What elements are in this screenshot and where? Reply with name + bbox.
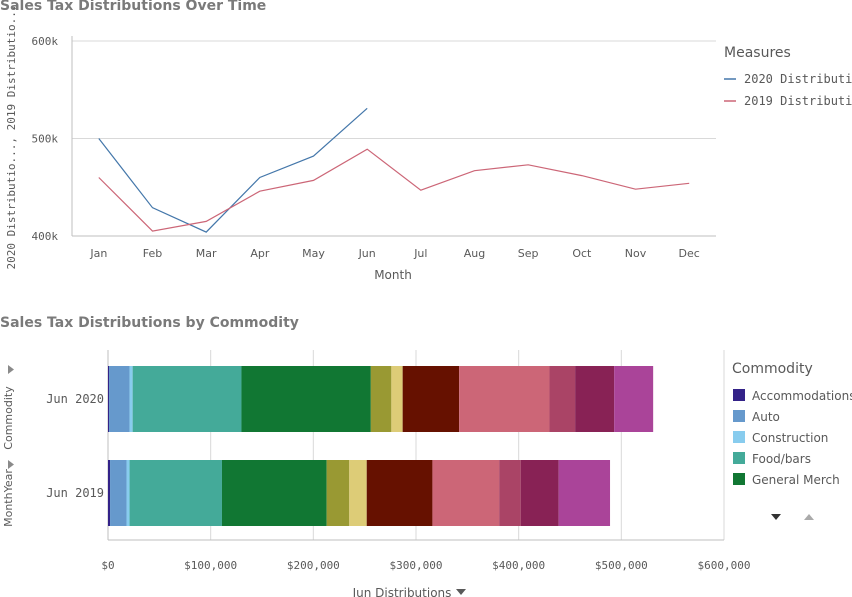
line-x-tick-label: Aug [464, 247, 485, 260]
bar-y-axis-label-monthyear: MonthYear [2, 469, 15, 527]
bar-segment-series-5 [370, 366, 392, 432]
bar-x-tick-label: $400,000 [492, 559, 545, 572]
line-legend-label: 2020 Distributions [744, 72, 852, 86]
bar-legend-label: Construction [752, 431, 828, 445]
bar-segment-series-7 [366, 460, 433, 526]
bar-legend-swatch [733, 473, 745, 485]
line-series-2020 [98, 107, 368, 233]
bar-legend-label: General Merch [752, 473, 840, 487]
bar-x-tick-label: $200,000 [287, 559, 340, 572]
line-x-tick-label: Mar [196, 247, 217, 260]
expand-monthyear-icon[interactable] [8, 460, 14, 469]
bar-segment-series-6 [391, 366, 403, 432]
line-y-tick-label: 500k [32, 133, 59, 146]
bar-segment-construction [129, 366, 133, 432]
line-legend-label: 2019 Distributions [744, 94, 852, 108]
line-y-axis-label: 2020 Distributio..., 2019 Distributio... [5, 5, 18, 270]
bar-category-label: Jun 2019 [46, 486, 104, 500]
bar-segment-food-bars [129, 460, 222, 526]
line-x-tick-label: Jun [358, 247, 376, 260]
legend-scroll-down-icon[interactable] [771, 514, 781, 520]
line-series-2019 [98, 148, 690, 232]
bar-y-axis-label-commodity: Commodity [2, 386, 15, 450]
bar-segment-food-bars [132, 366, 242, 432]
bar-segment-series-11 [614, 366, 654, 432]
line-x-tick-label: Jul [413, 247, 427, 260]
bar-segment-series-6 [349, 460, 367, 526]
line-x-tick-label: Dec [679, 247, 700, 260]
bar-x-tick-label: $300,000 [390, 559, 443, 572]
bar-legend-label: Accommodations [752, 389, 852, 403]
bar-segment-series-7 [402, 366, 460, 432]
bar-legend-swatch [733, 389, 745, 401]
bar-segment-construction [126, 460, 130, 526]
bar-legend-title: Commodity [732, 361, 813, 377]
bar-x-axis-label: Jun Distributions [352, 586, 452, 597]
line-x-tick-label: Oct [572, 247, 592, 260]
bar-x-tick-label: $0 [101, 559, 114, 572]
line-y-tick-label: 600k [32, 35, 59, 48]
bar-segment-series-5 [326, 460, 350, 526]
bar-x-tick-label: $100,000 [184, 559, 237, 572]
line-x-tick-label: Apr [250, 247, 270, 260]
bar-segment-series-9 [499, 460, 521, 526]
x-axis-dropdown-icon[interactable] [456, 589, 466, 595]
bar-segment-series-8 [432, 460, 500, 526]
bar-chart-title: Sales Tax Distributions by Commodity [0, 315, 299, 331]
bar-legend-swatch [733, 431, 745, 443]
line-x-tick-label: May [302, 247, 325, 260]
line-legend-title: Measures [724, 45, 791, 61]
bar-segment-series-10 [575, 366, 615, 432]
line-x-tick-label: Sep [518, 247, 539, 260]
bar-segment-accommodations [108, 366, 110, 432]
bar-segment-series-11 [558, 460, 611, 526]
line-x-tick-label: Feb [143, 247, 162, 260]
bar-segment-accommodations [108, 460, 111, 526]
line-chart-title: Sales Tax Distributions Over Time [0, 0, 267, 14]
bar-segment-general-merch [241, 366, 371, 432]
expand-commodity-icon[interactable] [8, 365, 14, 374]
bar-segment-series-10 [520, 460, 559, 526]
bar-legend-swatch [733, 452, 745, 464]
bar-legend-swatch [733, 410, 745, 422]
line-x-axis-label: Month [374, 268, 412, 282]
bar-x-tick-label: $600,000 [698, 559, 751, 572]
line-y-tick-label: 400k [32, 230, 59, 243]
bar-x-tick-label: $500,000 [595, 559, 648, 572]
bar-segment-series-8 [459, 366, 550, 432]
bar-category-label: Jun 2020 [46, 392, 104, 406]
bar-legend-label: Auto [752, 410, 780, 424]
bar-segment-auto [109, 366, 130, 432]
bar-segment-series-9 [549, 366, 576, 432]
bar-segment-auto [110, 460, 127, 526]
bar-segment-general-merch [221, 460, 327, 526]
legend-scroll-up-icon[interactable] [804, 514, 814, 520]
line-x-tick-label: Nov [625, 247, 647, 260]
line-x-tick-label: Jan [89, 247, 107, 260]
bar-legend-label: Food/bars [752, 452, 811, 466]
